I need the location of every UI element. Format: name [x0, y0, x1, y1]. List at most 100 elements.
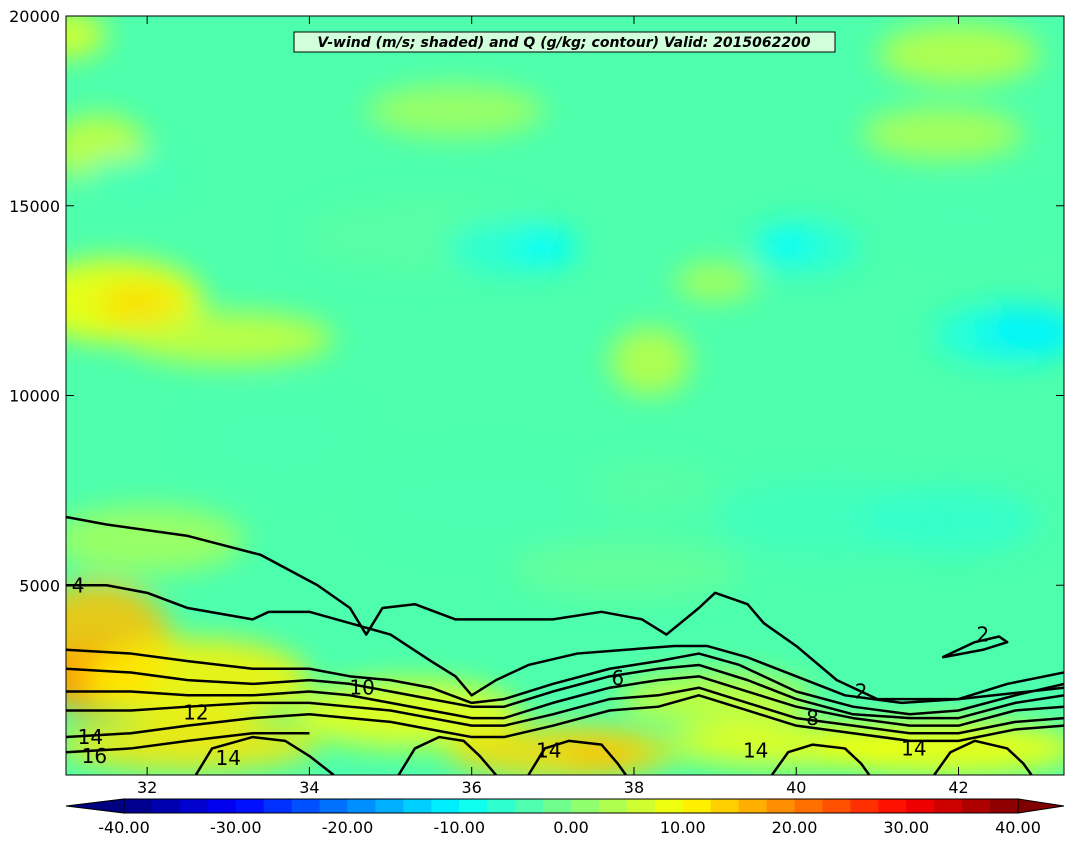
colorbar-segment — [822, 799, 851, 813]
chart-title-box: V-wind (m/s; shaded) and Q (g/kg; contou… — [293, 31, 836, 53]
q-contour-label: 14 — [216, 746, 241, 770]
colorbar-tick-label: -20.00 — [322, 818, 374, 837]
vwind-region — [861, 107, 1024, 161]
q-contour-line — [66, 694, 1064, 743]
colorbar-segment — [794, 799, 823, 813]
colorbar-segment — [207, 799, 237, 813]
colorbar-segment — [906, 799, 935, 813]
vwind-shading — [66, 16, 1064, 775]
vwind-region — [877, 23, 1040, 85]
x-tick-label: 38 — [624, 778, 644, 797]
colorbar-tick-label: -30.00 — [210, 818, 262, 837]
vwind-region — [820, 721, 1064, 775]
vwind-region — [82, 156, 180, 195]
q-contour-label: 2 — [976, 623, 989, 647]
y-tick-label: 20000 — [9, 7, 60, 26]
colorbar-tick-label: 40.00 — [995, 818, 1041, 837]
q-contour-label: 4 — [72, 573, 85, 597]
x-axis: 32 34 36 38 40 42 — [137, 16, 969, 797]
colorbar-segment — [543, 799, 572, 813]
colorbar-segment — [375, 799, 404, 813]
colorbar-segment — [515, 799, 544, 813]
vwind-region — [901, 190, 1032, 244]
x-tick-label: 32 — [137, 778, 157, 797]
vwind-region — [366, 460, 610, 544]
q-contour-line — [66, 648, 1064, 716]
vwind-region — [585, 460, 716, 514]
colorbar-segment — [487, 799, 516, 813]
colorbar-segment — [291, 799, 321, 813]
colorbar-segment — [654, 799, 684, 813]
colorbar-segment — [459, 799, 488, 813]
y-tick-label: 15000 — [9, 197, 60, 216]
colorbar-segment — [347, 799, 376, 813]
colorbar-segment — [934, 799, 963, 813]
colorbar-segment — [571, 799, 600, 813]
vwind-region — [122, 312, 334, 366]
q-contour-line — [194, 735, 335, 775]
colorbar-segment — [179, 799, 209, 813]
colorbar-segment — [990, 799, 1019, 813]
colorbar-segment — [962, 799, 991, 813]
colorbar-segment — [151, 799, 181, 813]
vwind-region — [982, 308, 1064, 354]
colorbar-segment — [235, 799, 265, 813]
colorbar-extend-min — [65, 798, 125, 814]
vwind-region — [512, 539, 740, 601]
colorbar-segment — [403, 799, 432, 813]
q-contour-line — [941, 635, 1009, 659]
vwind-region — [674, 262, 756, 301]
colorbar: -40.00 -30.00 -20.00 -10.00 0.00 10.00 20.00 30… — [65, 798, 1065, 837]
colorbar-segment — [124, 799, 153, 813]
q-contour-line — [66, 732, 310, 754]
q-contour-label: 16 — [82, 744, 107, 768]
q-contour-line — [66, 663, 1064, 720]
q-contour-line — [66, 686, 1064, 735]
colorbar-segment — [710, 799, 740, 813]
vwind-region — [366, 84, 545, 138]
colorbar-tick-label: -10.00 — [433, 818, 485, 837]
vwind-region — [195, 395, 359, 487]
vwind-region — [66, 718, 318, 772]
colorbar-segment — [878, 799, 907, 813]
y-tick-label: 5000 — [19, 576, 60, 595]
q-contour-line — [66, 515, 1064, 701]
vwind-region — [512, 230, 578, 265]
q-contour-line — [66, 584, 1064, 705]
q-contour-line — [933, 739, 1033, 775]
q-contour-label: 14 — [901, 736, 926, 760]
colorbar-segment — [682, 799, 712, 813]
colorbar-tick-label: 10.00 — [660, 818, 706, 837]
vwind-region — [763, 226, 813, 261]
q-contours — [66, 515, 1064, 775]
q-contour-label: 2 — [855, 680, 868, 704]
q-contour-label: 12 — [183, 700, 208, 724]
vwind-region — [66, 505, 245, 574]
q-contour-label: 14 — [78, 725, 103, 749]
q-contour-line — [770, 743, 871, 775]
colorbar-segment — [850, 799, 879, 813]
colorbar-extend-max — [1017, 798, 1065, 814]
q-contour-label: 14 — [743, 738, 768, 762]
colorbar-segment — [738, 799, 768, 813]
colorbar-segment — [626, 799, 656, 813]
q-contour-line — [397, 735, 497, 775]
title-background — [293, 31, 836, 53]
y-axis: 5000 10000 15000 20000 — [9, 7, 1064, 595]
q-contour-label: 14 — [536, 738, 561, 762]
colorbar-tick-label: 20.00 — [772, 818, 818, 837]
colorbar-tick-label: 30.00 — [883, 818, 929, 837]
colorbar-segment — [319, 799, 348, 813]
colorbar-segment — [598, 799, 628, 813]
q-contour-label: 6 — [611, 666, 624, 690]
q-contour-label: 10 — [349, 676, 374, 700]
vwind-region — [98, 285, 180, 324]
vwind-region — [609, 327, 691, 396]
colorbar-tick-label: 0.00 — [553, 818, 589, 837]
colorbar-segment — [766, 799, 795, 813]
x-tick-label: 42 — [948, 778, 968, 797]
y-tick-label: 10000 — [9, 387, 60, 406]
chart-title: V-wind (m/s; shaded) and Q (g/kg; contou… — [317, 35, 810, 51]
